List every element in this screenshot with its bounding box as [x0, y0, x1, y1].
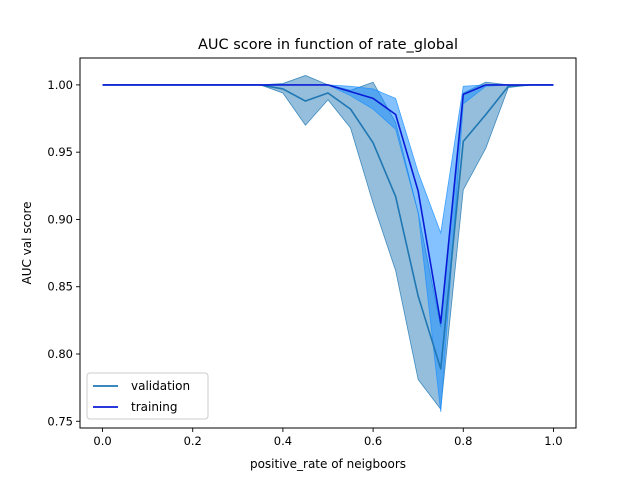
x-tick-label: 0.4	[274, 434, 292, 448]
y-tick-label: 0.80	[47, 347, 73, 361]
y-axis-label: AUC val score	[20, 201, 34, 284]
y-tick-label: 0.75	[47, 414, 73, 428]
y-tick-label: 0.90	[47, 212, 73, 226]
x-tick-label: 0.6	[364, 434, 382, 448]
legend-label-training: training	[131, 400, 178, 414]
y-axis-ticks: 0.75 0.80 0.85 0.90 0.95 1.00	[47, 78, 80, 428]
legend-label-validation: validation	[131, 379, 190, 393]
x-tick-label: 0.2	[184, 434, 202, 448]
y-tick-label: 0.85	[47, 280, 73, 294]
chart-title: AUC score in function of rate_global	[198, 37, 458, 53]
x-tick-label: 0.8	[454, 434, 472, 448]
x-axis-ticks: 0.0 0.2 0.4 0.6 0.8 1.0	[93, 428, 563, 448]
plot-frame	[79, 57, 577, 429]
validation-band	[102, 75, 554, 411]
training-line	[102, 84, 554, 324]
x-axis-label: positive_rate of neigboors	[250, 457, 406, 471]
x-tick-label: 0.0	[93, 434, 111, 448]
y-tick-label: 0.95	[47, 145, 73, 159]
legend: validation training	[86, 372, 209, 420]
y-tick-label: 1.00	[47, 78, 73, 92]
x-tick-label: 1.0	[544, 434, 562, 448]
series-lines	[102, 84, 554, 370]
confidence-bands	[102, 75, 554, 412]
